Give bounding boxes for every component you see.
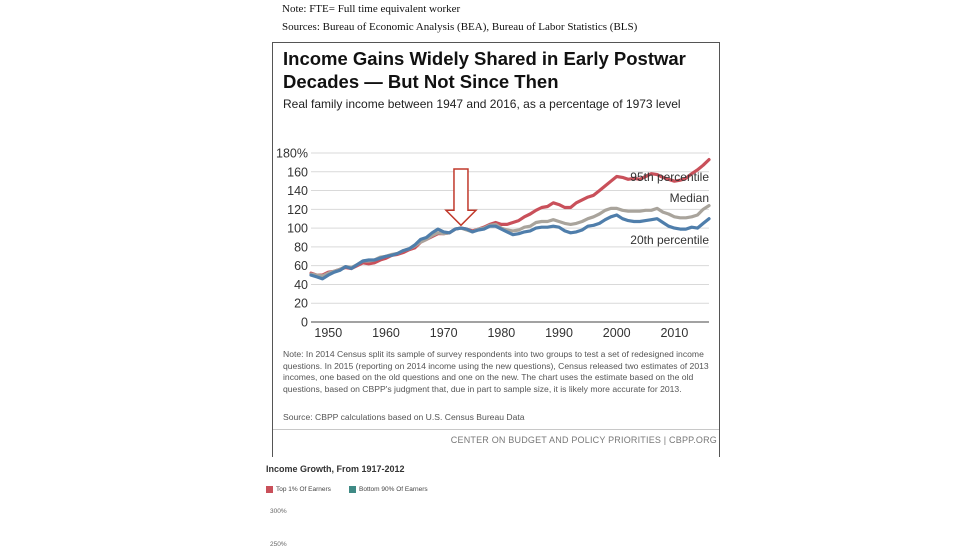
y-tick-label-60: 60 xyxy=(294,259,308,273)
income-line-chart: 0 20 40 60 80 100 120 140 160 180% 1950 1960 1970 198… xyxy=(276,147,711,340)
header-sources: Sources: Bureau of Economic Analysis (BE… xyxy=(282,21,638,33)
chart-subtitle: Real family income between 1947 and 2016… xyxy=(283,97,681,111)
chart2-legend-bottom90: Bottom 90% Of Earners xyxy=(349,486,428,493)
y-tick-label-160: 160 xyxy=(287,165,308,179)
series-label-2: 20th percentile xyxy=(630,233,709,247)
chart2-title: Income Growth, From 1917-2012 xyxy=(266,464,405,474)
x-tick-label-1990: 1990 xyxy=(545,326,573,340)
x-tick-label-1980: 1980 xyxy=(487,326,515,340)
legend-swatch-top1 xyxy=(266,486,273,493)
chart2-legend-top1: Top 1% Of Earners xyxy=(266,486,331,493)
x-tick-label-2010: 2010 xyxy=(660,326,688,340)
y-tick-label-120: 120 xyxy=(287,203,308,217)
footer-divider xyxy=(273,429,719,430)
chart2-ytick-300: 300% xyxy=(270,508,287,515)
y-tick-label-140: 140 xyxy=(287,184,308,198)
header-note: Note: FTE= Full time equivalent worker xyxy=(282,3,461,15)
y-tick-label-0: 0 xyxy=(301,316,308,330)
x-tick-label-1950: 1950 xyxy=(314,326,342,340)
series-label-0: 95th percentile xyxy=(630,170,709,184)
x-tick-label-2000: 2000 xyxy=(603,326,631,340)
chart-footer: CENTER ON BUDGET AND POLICY PRIORITIES |… xyxy=(450,435,717,445)
chart-card: Income Gains Widely Shared in Early Post… xyxy=(272,42,720,457)
y-tick-label-40: 40 xyxy=(294,278,308,292)
y-tick-label-100: 100 xyxy=(287,222,308,236)
series-label-1: Median xyxy=(670,191,709,205)
y-tick-label-20: 20 xyxy=(294,297,308,311)
chart2-ytick-250: 250% xyxy=(270,541,287,548)
legend-label-bottom90: Bottom 90% Of Earners xyxy=(359,486,428,494)
y-tick-label-180: 180% xyxy=(276,147,308,161)
chart-source: Source: CBPP calculations based on U.S. … xyxy=(283,412,525,422)
x-tick-label-1970: 1970 xyxy=(430,326,458,340)
annotation-arrow xyxy=(444,168,478,227)
legend-swatch-bottom90 xyxy=(349,486,356,493)
series-line-0 xyxy=(309,158,711,277)
chart-note: Note: In 2014 Census split its sample of… xyxy=(283,349,709,394)
chart-title: Income Gains Widely Shared in Early Post… xyxy=(283,48,686,92)
series-line-2 xyxy=(309,213,711,281)
y-tick-label-80: 80 xyxy=(294,240,308,254)
x-tick-label-1960: 1960 xyxy=(372,326,400,340)
legend-label-top1: Top 1% Of Earners xyxy=(276,486,331,494)
